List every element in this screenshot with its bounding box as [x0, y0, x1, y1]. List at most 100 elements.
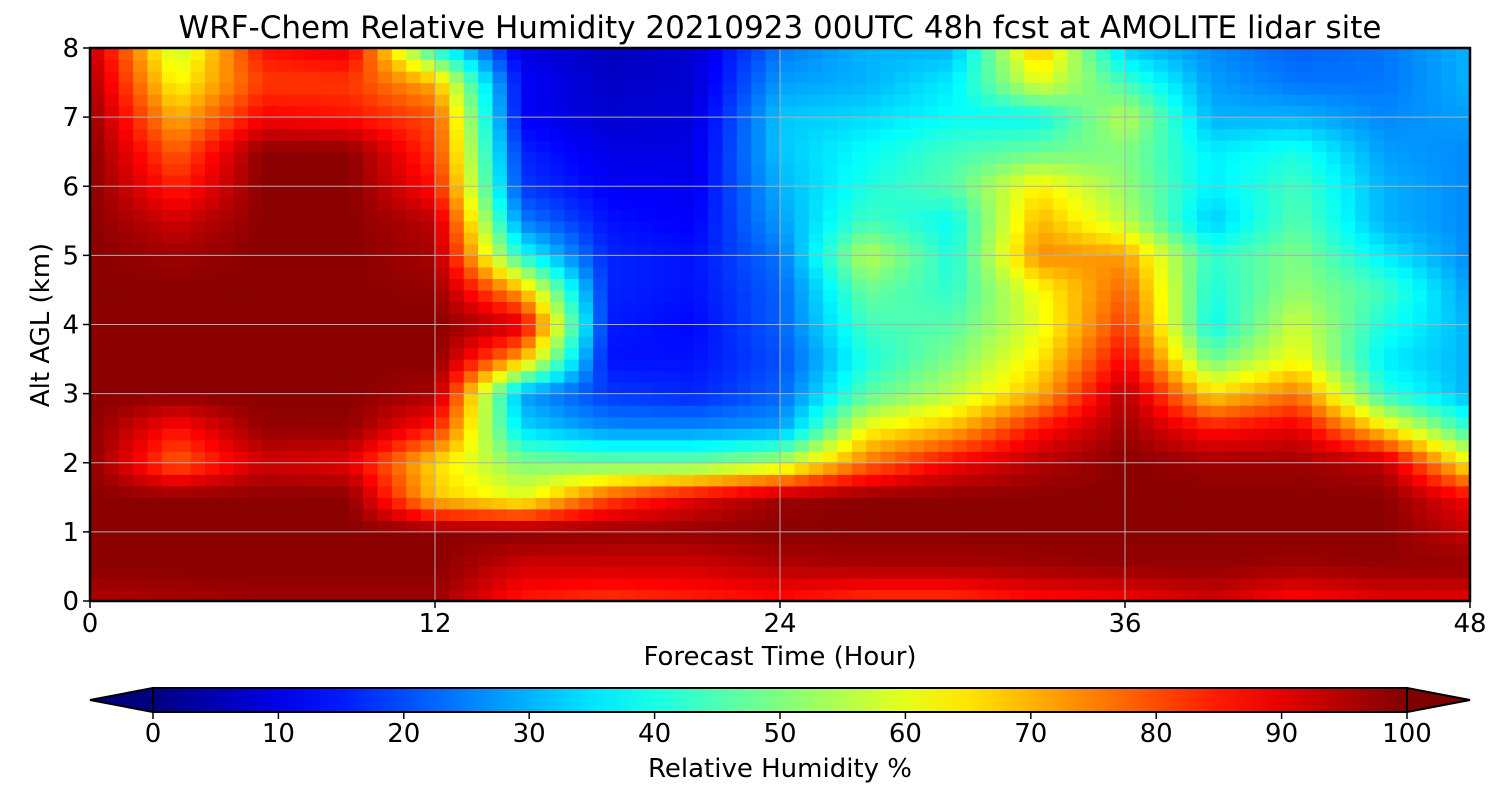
heatmap-cell [981, 48, 997, 61]
chart-title: WRF-Chem Relative Humidity 20210923 00UT… [178, 10, 1381, 46]
heatmap-cell [1096, 255, 1112, 268]
heatmap-cell [851, 220, 867, 233]
heatmap-cell [550, 278, 565, 291]
heatmap-cell [1268, 382, 1284, 395]
heatmap-cell [449, 393, 465, 406]
heatmap-cell [248, 554, 264, 568]
heatmap-cell [923, 474, 939, 487]
heatmap-cell [665, 151, 680, 164]
heatmap-cell [320, 393, 335, 406]
heatmap-cell [104, 428, 120, 441]
heatmap-cell [262, 462, 278, 475]
heatmap-cell [276, 531, 292, 544]
heatmap-cell [190, 416, 206, 429]
heatmap-cell [722, 428, 738, 441]
heatmap-cell [607, 554, 623, 568]
heatmap-cell [219, 117, 235, 130]
heatmap-cell [851, 48, 867, 61]
heatmap-cell [90, 82, 105, 95]
heatmap-cell [334, 220, 350, 233]
heatmap-cell [751, 94, 767, 107]
heatmap-cell [1182, 71, 1198, 84]
heatmap-cell [219, 474, 235, 487]
heatmap-cell [147, 94, 163, 107]
heatmap-cell [1081, 243, 1097, 256]
heatmap-cell [938, 105, 954, 118]
heatmap-cell [1311, 48, 1327, 61]
heatmap-cell [133, 485, 149, 498]
heatmap-cell [938, 554, 954, 568]
heatmap-cell [420, 163, 436, 176]
colorbar-tick-label: 0 [145, 719, 162, 749]
heatmap-cell [794, 117, 810, 130]
heatmap-cell [866, 566, 882, 579]
heatmap-cell [1268, 520, 1284, 533]
heatmap-cell [262, 128, 278, 141]
heatmap-cell [1139, 312, 1155, 326]
heatmap-cell [190, 197, 206, 210]
heatmap-cell [1010, 312, 1025, 326]
heatmap-cell [564, 94, 580, 107]
heatmap-cell [550, 485, 565, 498]
heatmap-cell [938, 324, 954, 337]
heatmap-cell [363, 324, 379, 337]
heatmap-cell [751, 243, 767, 256]
heatmap-cell [363, 151, 379, 164]
heatmap-cell [219, 140, 235, 153]
heatmap-cell [506, 197, 522, 210]
heatmap-cell [1297, 554, 1313, 568]
heatmap-cell [564, 416, 580, 429]
heatmap-cell [521, 220, 537, 233]
heatmap-cell [851, 451, 867, 464]
heatmap-cell [1311, 220, 1327, 233]
heatmap-cell [1168, 382, 1184, 395]
heatmap-cell [1369, 497, 1385, 510]
heatmap-cell [521, 105, 537, 118]
heatmap-cell [248, 531, 264, 544]
heatmap-cell [1168, 485, 1184, 498]
heatmap-cell [679, 266, 695, 280]
heatmap-cell [1254, 266, 1270, 280]
heatmap-cell [593, 59, 609, 72]
heatmap-cell [305, 140, 321, 153]
heatmap-cell [506, 48, 522, 61]
heatmap-cell [463, 255, 479, 268]
heatmap-cell [1355, 497, 1370, 510]
heatmap-cell [1024, 71, 1040, 84]
heatmap-cell [1369, 140, 1385, 153]
heatmap-cell [995, 589, 1011, 601]
heatmap-cell [506, 336, 522, 349]
heatmap-cell [463, 174, 479, 187]
heatmap-cell [981, 474, 997, 487]
heatmap-cell [851, 474, 867, 487]
heatmap-cell [1326, 94, 1342, 107]
heatmap-cell [708, 59, 724, 72]
heatmap-cell [90, 301, 105, 314]
heatmap-cell [909, 416, 925, 429]
heatmap-cell [909, 393, 925, 406]
heatmap-cell [851, 82, 867, 95]
heatmap-cell [866, 589, 882, 601]
heatmap-cell [1398, 370, 1414, 383]
heatmap-cell [1225, 278, 1241, 291]
heatmap-cell [1340, 497, 1356, 510]
heatmap-cell [320, 94, 335, 107]
heatmap-cell [1355, 71, 1370, 84]
heatmap-cell [880, 255, 896, 268]
heatmap-cell [1168, 117, 1184, 130]
heatmap-cell [248, 48, 264, 61]
heatmap-cell [1038, 347, 1054, 360]
heatmap-cell [104, 71, 120, 84]
heatmap-cell [550, 577, 565, 591]
heatmap-cell [276, 232, 292, 245]
heatmap-cell [1326, 370, 1342, 383]
heatmap-cell [190, 508, 206, 521]
heatmap-cell [1398, 48, 1414, 61]
heatmap-cell [276, 105, 292, 118]
heatmap-cell [205, 382, 220, 395]
heatmap-cell [981, 382, 997, 395]
heatmap-cell [1355, 232, 1370, 245]
heatmap-cell [1268, 566, 1284, 579]
heatmap-cell [550, 474, 565, 487]
heatmap-cell [90, 94, 105, 107]
